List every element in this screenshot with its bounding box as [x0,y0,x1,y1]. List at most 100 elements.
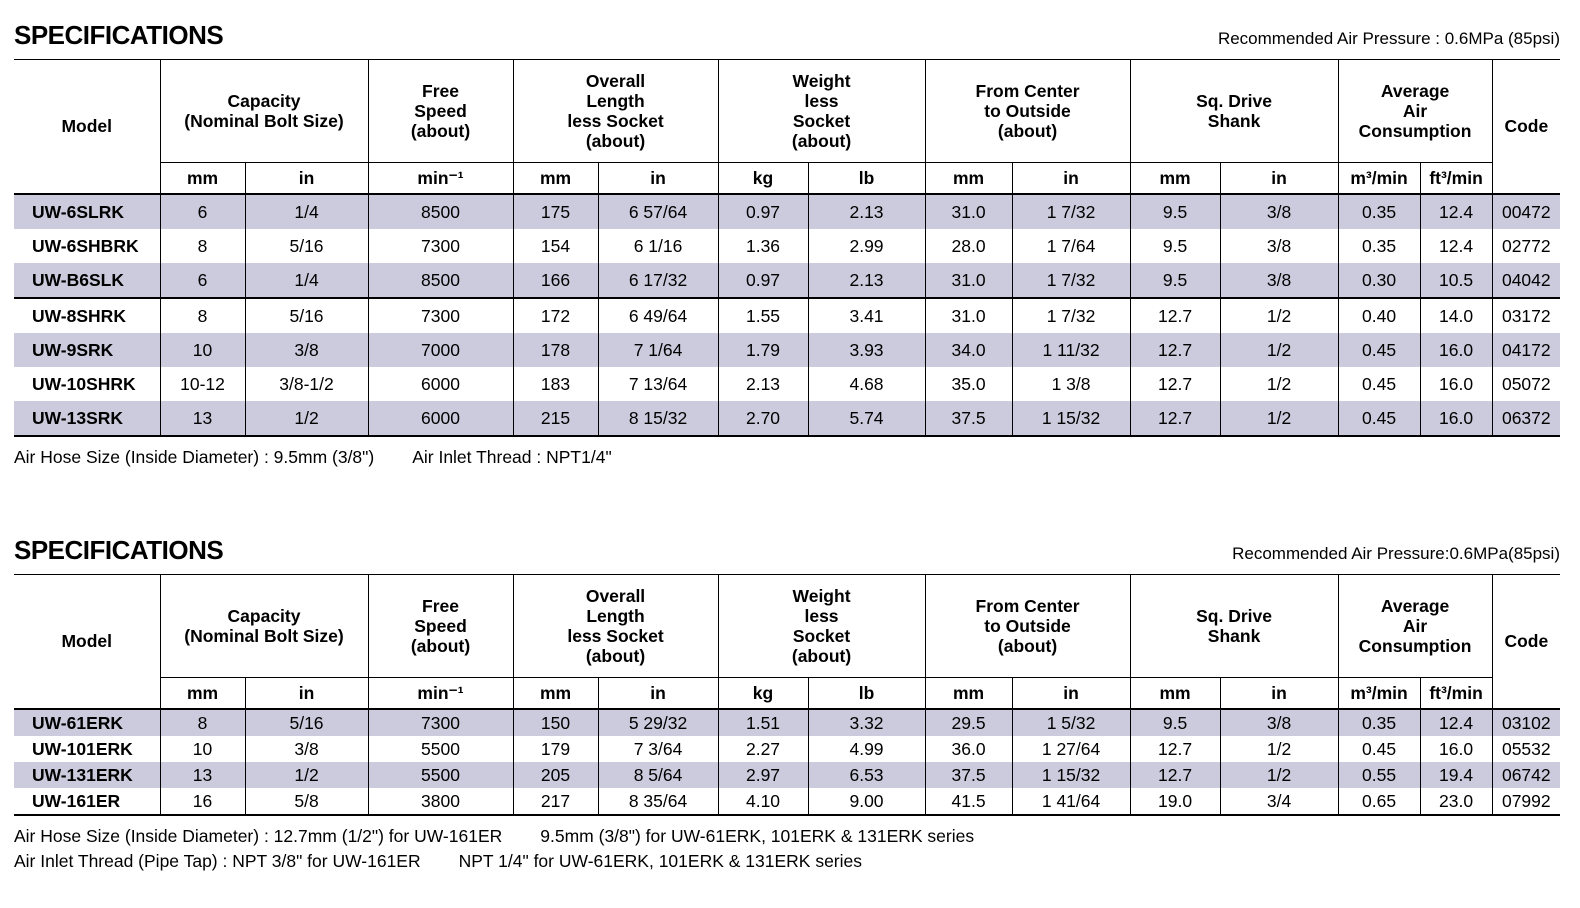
data-cell: 1 41/64 [1011,787,1131,816]
column-header-sq-drive-shank: Sq. Drive Shank [1129,59,1339,163]
code-cell: 06372 [1491,401,1561,437]
data-cell: 1/2 [244,401,369,437]
model-cell: UW-161ER [14,787,160,816]
data-cell: 1.51 [717,708,809,736]
unit-header-weight: lb [807,677,926,710]
data-cell: 16 [159,787,245,816]
data-cell: 0.45 [1337,333,1421,367]
data-cell: 6 [159,194,245,229]
data-cell: 3/8 [244,333,369,367]
data-cell: 9.5 [1129,194,1221,229]
table-row: UW-6SLRK 6 1/4 8500 175 6 57/64 0.97 2.13 31.0 1 … [14,194,1561,229]
unit-header-overall-length: in [597,162,719,195]
air-pressure-note: Recommended Air Pressure : 0.6MPa (85psi… [1217,29,1560,48]
data-cell: 2.13 [807,194,926,229]
data-cell: 1/4 [244,263,369,298]
data-cell: 3.41 [807,297,926,333]
data-cell: 8 5/64 [597,761,719,788]
data-cell: 8 [159,297,245,333]
column-header-free-speed: Free Speed (about) [367,59,514,163]
data-cell: 2.27 [717,735,809,762]
unit-header-overall-length: in [597,677,719,710]
data-cell: 1/2 [1219,735,1339,762]
footnote-line: Air Inlet Thread (Pipe Tap) : NPT 3/8" f… [14,850,1560,873]
data-cell: 2.13 [717,367,809,401]
data-cell: 7 13/64 [597,367,719,401]
data-cell: 0.35 [1337,229,1421,263]
data-cell: 217 [512,787,599,816]
column-header-overall-length: Overall Length less Socket (about) [512,573,719,678]
unit-header-overall-length: mm [512,162,599,195]
unit-header-sq-drive-shank: in [1219,677,1339,710]
table-row: UW-61ERK 8 5/16 7300 150 5 29/32 1.51 3.32 29.5 1… [14,708,1561,736]
data-cell: 12.7 [1129,297,1221,333]
code-cell: 04042 [1491,263,1561,298]
data-cell: 0.97 [717,263,809,298]
code-cell: 05532 [1491,735,1561,762]
code-cell: 03172 [1491,297,1561,333]
footnote-text: 9.5mm (3/8") for UW-61ERK, 101ERK & 131E… [540,825,975,846]
data-cell: 12.4 [1419,708,1493,736]
data-cell: 10-12 [159,367,245,401]
unit-header-sq-drive-shank: in [1219,162,1339,195]
data-cell: 12.4 [1419,194,1493,229]
spec-table-2: Model Capacity (Nominal Bolt Size) Free Spee… [14,573,1561,816]
unit-header-center-to-outside: mm [924,162,1013,195]
model-cell: UW-13SRK [14,401,160,437]
data-cell: 3/8 [1219,229,1339,263]
spec-table-2-footnotes: Air Hose Size (Inside Diameter) : 12.7mm… [14,825,1560,873]
data-cell: 0.45 [1337,401,1421,437]
unit-header-air-consumption: m³/min [1337,677,1421,710]
code-cell: 03102 [1491,708,1561,736]
unit-header-sq-drive-shank: mm [1129,162,1221,195]
model-cell: UW-9SRK [32,339,114,360]
column-header-weight: Weight less Socket (about) [717,59,926,163]
air-pressure-note: Recommended Air Pressure:0.6MPa(85psi) [1232,543,1560,563]
data-cell: 37.5 [924,401,1013,437]
unit-header-free-speed: min⁻¹ [367,677,514,710]
data-cell: 3800 [367,787,514,816]
data-cell: 9.5 [1129,708,1221,736]
data-cell: 3/8 [1219,708,1339,736]
table-row: UW-9SRK 10 3/8 7000 178 7 1/64 1.79 3.93 34.0 1 1… [14,333,1561,367]
data-cell: 175 [512,194,599,229]
data-cell: 1 15/32 [1011,401,1131,437]
unit-header-free-speed: min⁻¹ [367,162,514,195]
data-cell: 5/8 [244,787,369,816]
data-cell: 1/2 [1219,297,1339,333]
unit-header-air-consumption: ft³/min [1419,162,1493,195]
model-cell: UW-61ERK [32,712,124,733]
data-cell: 8 35/64 [597,787,719,816]
data-cell: 34.0 [924,333,1013,367]
table-row: UW-B6SLK 6 1/4 8500 166 6 17/32 0.97 2.13 31.0 1 … [14,263,1561,298]
unit-header-capacity: mm [159,677,245,710]
data-cell: 1.55 [717,297,809,333]
data-cell: 0.35 [1337,194,1421,229]
data-cell: 205 [512,761,599,788]
data-cell: 5 29/32 [597,708,719,736]
data-cell: 1 11/32 [1011,333,1131,367]
model-cell: UW-131ERK [32,764,133,785]
column-header-capacity: Capacity (Nominal Bolt Size) [159,59,369,163]
spec-table-1: Model Capacity (Nominal Bolt Size) Free Spee… [14,59,1561,437]
data-cell: 29.5 [924,708,1013,736]
data-cell: 1/2 [1219,401,1339,437]
data-cell: 5/16 [244,297,369,333]
data-cell: 5/16 [244,708,369,736]
data-cell: 31.0 [924,263,1013,298]
data-cell: 5.74 [807,401,926,437]
data-cell: 6000 [367,401,514,437]
data-cell: 1.36 [717,229,809,263]
data-cell: 37.5 [924,761,1013,788]
column-header-air-consumption: Average Air Consumption [1337,59,1493,163]
data-cell: 4.10 [717,787,809,816]
data-cell: 0.55 [1337,761,1421,788]
data-cell: 35.0 [924,367,1013,401]
data-cell: 36.0 [924,735,1013,762]
code-cell: 04172 [1491,333,1561,367]
data-cell: 4.68 [807,367,926,401]
data-cell: 0.45 [1337,367,1421,401]
data-cell: 3/8 [1219,194,1339,229]
model-cell: UW-10SHRK [32,373,136,394]
footnote-text: NPT 1/4" for UW-61ERK, 101ERK & 131ERK s… [458,850,862,871]
